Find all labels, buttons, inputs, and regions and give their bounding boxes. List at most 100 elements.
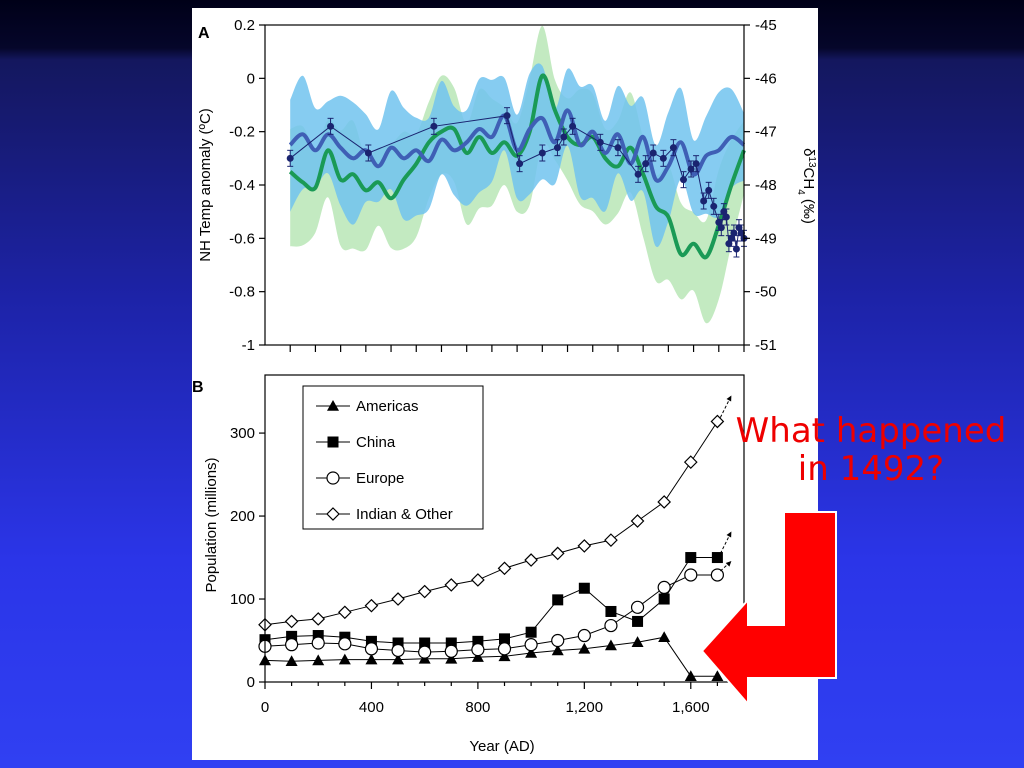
methane-data-point (669, 144, 677, 152)
panel-a-bands (290, 25, 744, 324)
europe-marker (684, 568, 698, 582)
methane-data-point (715, 218, 723, 226)
y-tick-label: 0.2 (234, 17, 255, 34)
china-marker (658, 593, 670, 605)
methane-data-point (717, 224, 725, 232)
figure-panel: A 0.2 0 -0.2 -0.4 -0.6 -0.8 -1 -45 -46 -47 -48 -49… (192, 8, 818, 760)
europe-marker (391, 643, 405, 658)
y-tick-label: 300 (230, 425, 255, 442)
y-tick-label: 100 (230, 591, 255, 608)
figure-svg: A 0.2 0 -0.2 -0.4 -0.6 -0.8 -1 -45 -46 -47 -48 -49… (192, 17, 818, 755)
y-right-tick-label: -48 (755, 177, 777, 194)
indian-other-marker (577, 539, 592, 553)
methane-data-point (692, 160, 700, 168)
indian-other-marker (710, 414, 725, 429)
methane-data-point (516, 160, 524, 168)
methane-data-point (569, 122, 577, 130)
x-tick-label: 800 (465, 699, 490, 716)
methane-data-point (503, 112, 511, 120)
americas-marker (365, 653, 378, 665)
methane-data-point (642, 160, 650, 168)
americas-marker (551, 644, 564, 656)
panel-b-y-ticks: 0 100 200 300 (230, 425, 265, 691)
china-marker (286, 630, 298, 642)
indian-other-marker (524, 553, 538, 567)
legend-china-label: China (356, 434, 396, 451)
americas-marker (658, 631, 671, 642)
x-tick-label: 400 (359, 699, 384, 716)
panel-b-letter: B (192, 379, 204, 396)
y-tick-label: -0.8 (229, 284, 255, 301)
y-right-tick-label: -45 (755, 17, 777, 34)
americas-marker (711, 670, 724, 681)
indian-other-marker (657, 495, 672, 509)
indian-other-marker (444, 578, 459, 592)
americas-marker (445, 652, 458, 664)
methane-data-point (286, 154, 294, 162)
americas-marker (471, 651, 484, 662)
indian-other-marker (337, 605, 352, 620)
methane-data-point (430, 122, 438, 130)
methane-data-point (725, 240, 733, 248)
red-arrow-shape (700, 511, 837, 706)
legend-europe-marker (326, 471, 340, 485)
methane-data-point (327, 122, 335, 130)
europe-marker (444, 644, 458, 658)
china-marker (499, 633, 510, 645)
americas-line (264, 636, 718, 677)
x-tick-label: 1,200 (566, 699, 604, 716)
europe-marker (577, 628, 591, 643)
methane-data-point (538, 149, 546, 157)
china-marker (339, 631, 351, 643)
ylabel-right-sup: 13 (807, 156, 818, 168)
panel-b-ylabel: Population (millions) (203, 457, 220, 592)
indian-other-marker (391, 592, 405, 606)
callout-line-2: in 1492? (797, 449, 945, 489)
callout-line-1: What happened (735, 411, 1007, 451)
ylabel-right-ch: CH (800, 168, 817, 190)
indian-other-marker (311, 612, 326, 626)
europe-marker (285, 638, 299, 652)
indian-other-marker (284, 614, 299, 629)
indian-other-marker (497, 561, 512, 576)
indian-other-marker (683, 455, 698, 469)
y-tick-label: -0.4 (229, 177, 255, 194)
y-tick-label: 200 (230, 508, 255, 525)
europe-marker (551, 633, 565, 648)
y-tick-label: 0 (247, 674, 255, 691)
americas-marker (338, 653, 351, 665)
china-marker (632, 615, 644, 627)
y-right-tick-label: -47 (755, 124, 777, 141)
china-marker (392, 637, 404, 649)
panel-a-ylabel: NH Temp anomaly (ºC) (197, 108, 214, 262)
ylabel-right-sub: 4 (796, 189, 807, 195)
methane-data-point (649, 149, 657, 157)
indian-other-marker (630, 514, 645, 528)
europe-marker (471, 643, 485, 657)
methane-data-point (634, 170, 642, 178)
methane-data-point (722, 213, 730, 221)
indian-other-marker (604, 533, 618, 547)
y-right-tick-label: -51 (755, 337, 777, 354)
y-tick-label: 0 (247, 70, 255, 87)
china-marker (711, 552, 723, 564)
methane-data-point (720, 208, 728, 216)
methane-data-point (727, 234, 735, 242)
europe-marker (418, 645, 432, 659)
methane-data-point (700, 197, 708, 205)
indian-other-marker (417, 584, 432, 599)
china-marker (365, 635, 377, 647)
indian-other-marker (550, 546, 565, 561)
americas-marker (631, 636, 644, 647)
panel-a-left-ticks: 0.2 0 -0.2 -0.4 -0.6 -0.8 -1 (229, 17, 265, 354)
y-tick-label: -0.2 (229, 124, 255, 141)
indian-other-trend-arrowhead (726, 395, 732, 402)
methane-data-point (679, 176, 687, 184)
methane-data-point (364, 149, 372, 157)
legend-indian-other-marker (326, 507, 340, 521)
china-marker (605, 605, 617, 617)
y-right-tick-label: -50 (755, 284, 777, 301)
legend-europe-label: Europe (356, 470, 404, 487)
methane-data-point (737, 229, 745, 237)
europe-marker (524, 638, 538, 652)
